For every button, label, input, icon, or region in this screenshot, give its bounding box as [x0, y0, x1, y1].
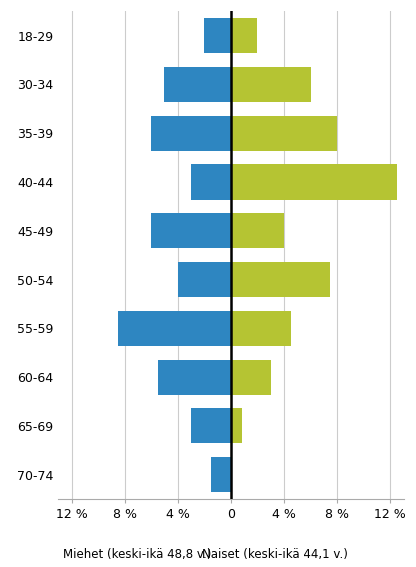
Text: Miehet (keski-ikä 48,8 v.): Miehet (keski-ikä 48,8 v.): [63, 548, 211, 561]
Bar: [164, 67, 231, 102]
Bar: [231, 18, 258, 53]
Bar: [178, 262, 231, 297]
Bar: [231, 164, 397, 200]
Bar: [231, 67, 311, 102]
Bar: [231, 213, 284, 248]
Bar: [118, 311, 231, 346]
Text: Naiset (keski-ikä 44,1 v.): Naiset (keski-ikä 44,1 v.): [202, 548, 347, 561]
Bar: [151, 213, 231, 248]
Bar: [231, 359, 271, 395]
Bar: [191, 164, 231, 200]
Bar: [151, 116, 231, 151]
Bar: [211, 457, 231, 492]
Bar: [231, 262, 330, 297]
Bar: [231, 311, 291, 346]
Bar: [204, 18, 231, 53]
Bar: [231, 116, 337, 151]
Bar: [158, 359, 231, 395]
Bar: [231, 408, 242, 443]
Bar: [191, 408, 231, 443]
